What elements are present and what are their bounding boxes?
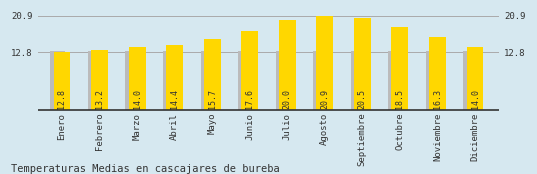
Text: 17.6: 17.6: [245, 89, 254, 109]
Text: 15.7: 15.7: [208, 89, 217, 109]
Text: 14.4: 14.4: [170, 89, 179, 109]
Bar: [351, 51, 365, 110]
Bar: [388, 51, 403, 110]
Bar: [241, 31, 258, 110]
Text: 18.5: 18.5: [395, 89, 404, 109]
Bar: [88, 51, 102, 110]
Text: 20.5: 20.5: [358, 89, 367, 109]
Bar: [126, 51, 140, 110]
Text: Temperaturas Medias en cascajares de bureba: Temperaturas Medias en cascajares de bur…: [11, 164, 279, 174]
Bar: [391, 27, 408, 110]
Text: 20.9: 20.9: [320, 89, 329, 109]
Bar: [200, 51, 215, 110]
Bar: [275, 51, 290, 110]
Bar: [354, 18, 371, 110]
Text: 14.0: 14.0: [133, 89, 142, 109]
Bar: [279, 20, 296, 110]
Bar: [467, 47, 483, 110]
Bar: [204, 39, 221, 110]
Bar: [316, 16, 333, 110]
Bar: [238, 51, 252, 110]
Bar: [429, 37, 446, 110]
Bar: [463, 51, 477, 110]
Bar: [50, 51, 64, 110]
Text: 13.2: 13.2: [95, 89, 104, 109]
Bar: [163, 51, 177, 110]
Text: 12.8: 12.8: [57, 89, 67, 109]
Bar: [313, 51, 328, 110]
Text: 20.0: 20.0: [283, 89, 292, 109]
Bar: [129, 47, 146, 110]
Bar: [54, 52, 70, 110]
Bar: [166, 45, 183, 110]
Text: 16.3: 16.3: [433, 89, 442, 109]
Text: 14.0: 14.0: [470, 89, 480, 109]
Bar: [426, 51, 440, 110]
Bar: [91, 50, 108, 110]
